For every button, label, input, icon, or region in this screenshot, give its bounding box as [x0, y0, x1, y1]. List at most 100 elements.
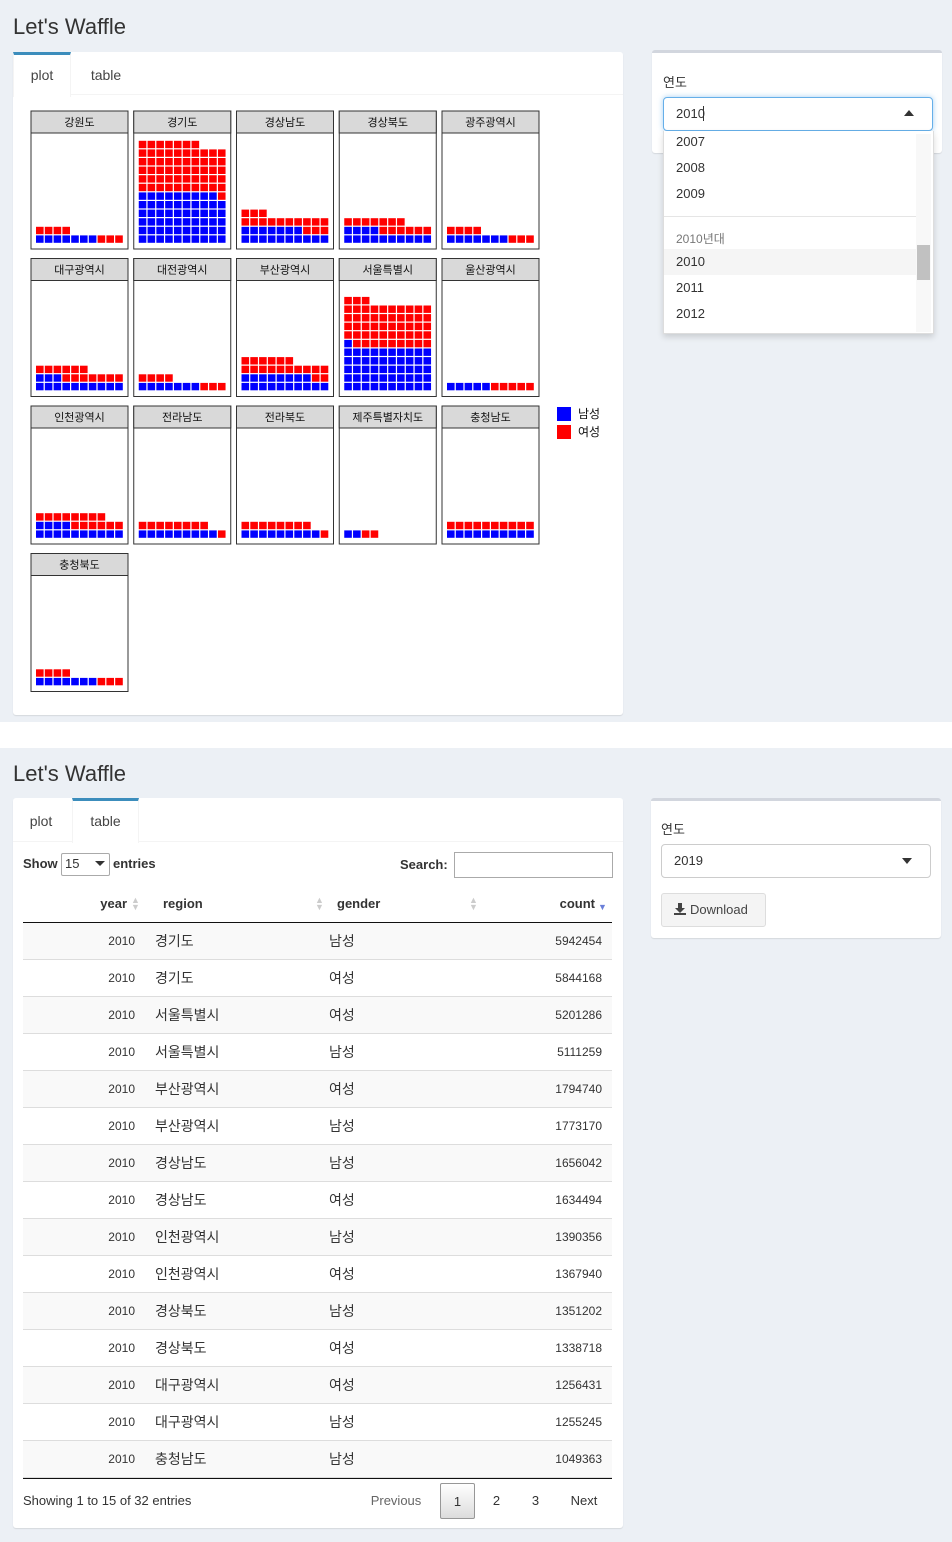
search-input[interactable]: [454, 852, 613, 878]
waffle-square: [97, 677, 106, 686]
waffle-square: [379, 357, 388, 365]
sort-icon[interactable]: ▲ ▼: [131, 895, 140, 912]
dropdown-option[interactable]: 2007: [676, 134, 705, 149]
page-button[interactable]: Previous: [370, 1493, 422, 1508]
panel-strip: [236, 110, 334, 134]
table-cell: 여성: [329, 970, 355, 986]
tab[interactable]: plot: [13, 52, 71, 97]
waffle-square: [276, 218, 285, 226]
page-button[interactable]: 3: [531, 1493, 540, 1508]
waffle-square: [53, 513, 62, 521]
table-cell: 1634494: [555, 1193, 602, 1207]
dropdown-option[interactable]: 2009: [676, 186, 705, 201]
table-cell: 5111259: [557, 1045, 602, 1059]
waffle-square: [303, 521, 311, 530]
waffle-square: [303, 382, 311, 391]
page-button[interactable]: 2: [492, 1493, 501, 1508]
select-input[interactable]: [661, 844, 931, 878]
select-caret[interactable]: [904, 110, 914, 116]
dropdown-option[interactable]: 2010: [664, 249, 916, 275]
waffle-square: [191, 235, 200, 243]
tab[interactable]: table: [72, 798, 139, 843]
column-header[interactable]: region: [163, 896, 203, 911]
waffle-square: [191, 140, 200, 149]
waffle-square: [361, 530, 370, 538]
sort-icon[interactable]: ▼: [598, 902, 607, 912]
waffle-square: [250, 530, 258, 538]
waffle-square: [370, 339, 379, 348]
scrollbar[interactable]: [916, 134, 931, 332]
waffle-square: [53, 374, 62, 382]
waffle-square: [156, 158, 164, 166]
waffle-square: [311, 530, 320, 538]
table-row: [23, 1108, 612, 1145]
dropdown-option[interactable]: 2011: [676, 280, 704, 295]
waffle-square: [361, 235, 370, 243]
waffle-square: [353, 348, 361, 356]
waffle-square: [320, 382, 329, 391]
waffle-square: [106, 521, 114, 530]
dropdown-option[interactable]: 2008: [676, 160, 705, 175]
waffle-square: [80, 365, 88, 374]
waffle-square: [259, 357, 267, 365]
table-row: [23, 960, 612, 997]
waffle-square: [217, 158, 226, 166]
waffle-square: [388, 322, 396, 331]
panel-strip: [441, 405, 540, 429]
waffle-square: [353, 226, 361, 235]
waffle-square: [200, 201, 208, 209]
waffle-square: [353, 314, 361, 322]
waffle-square: [285, 357, 294, 365]
waffle-square: [397, 348, 405, 356]
input-label: 연도: [661, 822, 685, 837]
waffle-square: [156, 235, 164, 243]
waffle-square: [259, 226, 267, 235]
waffle-square: [370, 357, 379, 365]
waffle-square: [71, 235, 79, 243]
page-button[interactable]: Next: [570, 1493, 598, 1508]
waffle-square: [397, 357, 405, 365]
select-caret[interactable]: [902, 858, 912, 864]
waffle-square: [361, 382, 370, 391]
tab-divider: [13, 841, 72, 842]
waffle-square: [200, 158, 208, 166]
waffle-square: [217, 166, 226, 174]
table-cell: 1390356: [555, 1230, 602, 1244]
waffle-square: [267, 382, 276, 391]
table-cell: 5942454: [555, 934, 602, 948]
waffle-square: [138, 521, 147, 530]
waffle-square: [344, 322, 352, 331]
waffle-square: [250, 209, 258, 217]
option-group-label: 2010년대: [676, 232, 725, 246]
waffle-square: [320, 365, 329, 374]
waffle-square: [62, 669, 70, 677]
column-header[interactable]: gender: [337, 896, 381, 911]
waffle-square: [80, 530, 88, 538]
waffle-square: [36, 669, 44, 677]
waffle-square: [71, 521, 79, 530]
scrollbar-thumb[interactable]: [917, 245, 930, 280]
waffle-square: [182, 530, 191, 538]
length-select[interactable]: [61, 853, 110, 876]
length-value: 15: [65, 856, 80, 871]
waffle-square: [320, 530, 329, 538]
sort-icon[interactable]: ▲ ▼: [469, 895, 478, 912]
select-input[interactable]: [663, 97, 933, 131]
tab-divider: [139, 841, 623, 842]
column-header[interactable]: year: [100, 896, 127, 911]
waffle-square: [138, 209, 147, 217]
waffle-square: [370, 365, 379, 374]
waffle-square: [97, 530, 106, 538]
waffle-square: [388, 331, 396, 339]
waffle-square: [455, 382, 464, 391]
waffle-square: [344, 314, 352, 322]
page-button[interactable]: 1: [440, 1483, 475, 1519]
tab[interactable]: plot: [29, 813, 53, 829]
column-header[interactable]: count: [559, 896, 595, 911]
dropdown-option[interactable]: 2012: [676, 306, 705, 321]
tab[interactable]: table: [90, 67, 122, 83]
sort-icon[interactable]: ▲ ▼: [315, 895, 324, 912]
waffle-square: [517, 521, 525, 530]
waffle-square: [473, 530, 481, 538]
panel-label: 충청남도: [470, 411, 510, 424]
